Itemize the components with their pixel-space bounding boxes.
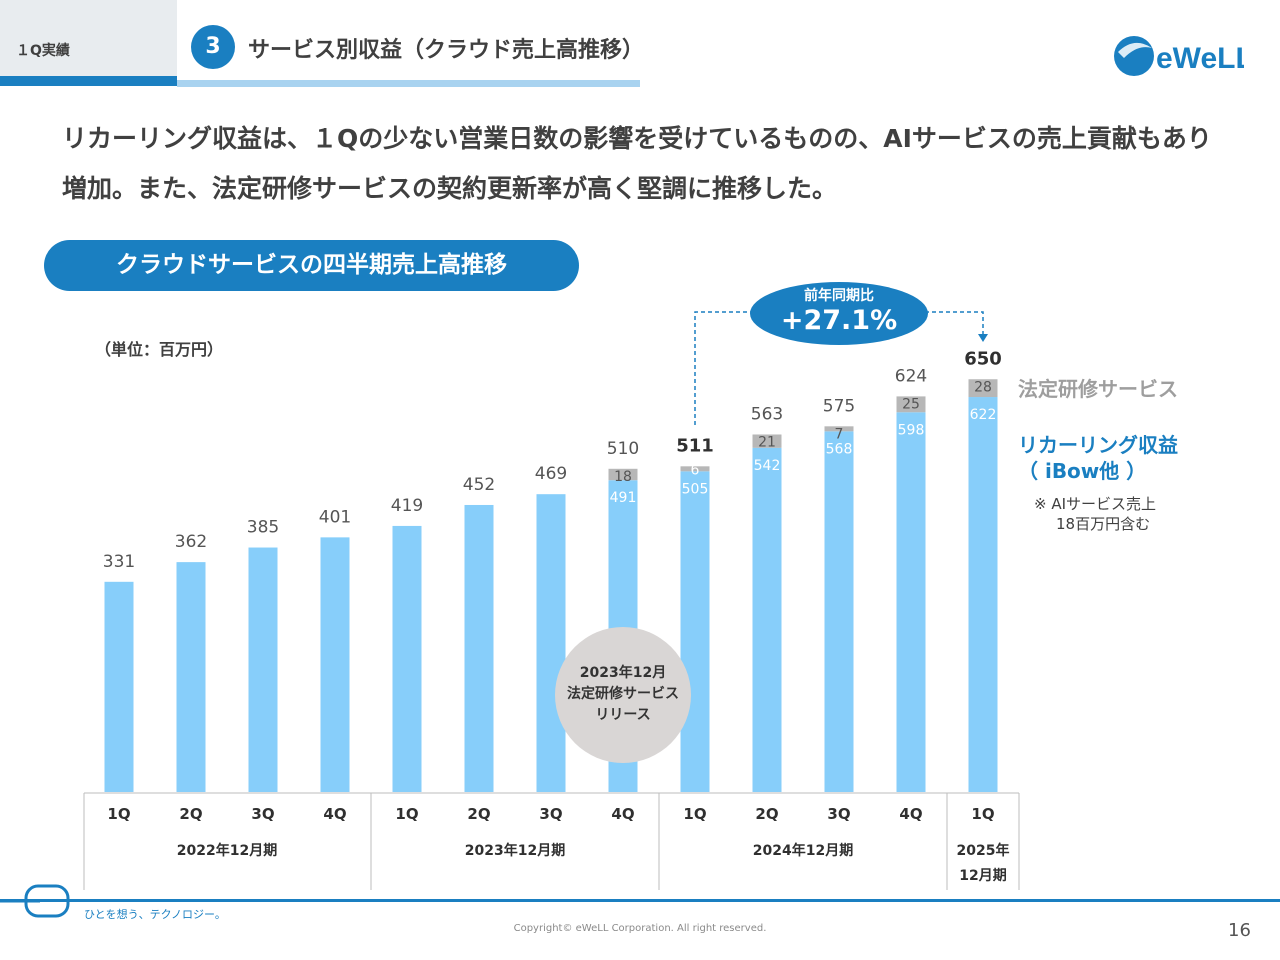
bar-recurring bbox=[392, 525, 422, 792]
fiscal-year-label: 12月期 bbox=[959, 868, 1006, 884]
segment-label-recurring: 598 bbox=[898, 422, 925, 438]
bar-legal-training bbox=[608, 468, 638, 481]
total-label: 469 bbox=[535, 464, 567, 484]
total-label: 452 bbox=[463, 475, 495, 495]
total-label: 331 bbox=[103, 552, 135, 572]
section-tab bbox=[0, 0, 177, 86]
legend-note: ※ AIサービス売上 18百万円含む bbox=[1034, 494, 1156, 534]
yoy-value: +27.1% bbox=[780, 305, 898, 336]
legend-note-line2: 18百万円含む bbox=[1056, 515, 1151, 533]
x-tick-label: 4Q bbox=[323, 805, 346, 823]
unit-label: （単位：百万円） bbox=[95, 340, 224, 359]
bar-recurring bbox=[248, 547, 278, 792]
segment-label-recurring: 542 bbox=[754, 458, 781, 474]
x-tick-label: 2Q bbox=[755, 805, 778, 823]
segment-label-recurring: 505 bbox=[682, 481, 709, 497]
yoy-arrowhead bbox=[978, 334, 988, 342]
legend-legal-training: 法定研修サービス bbox=[1018, 377, 1178, 401]
footer-tagline: ひとを想う、テクノロジー。 bbox=[84, 908, 226, 921]
footer-brand-icon bbox=[0, 884, 70, 918]
fiscal-year-label: 2025年 bbox=[957, 842, 1010, 859]
legend-recurring-line2: （ iBow他 ） bbox=[1018, 459, 1147, 483]
yoy-bubble: 前年同期比 +27.1% bbox=[750, 282, 928, 345]
total-label: 401 bbox=[319, 507, 351, 527]
total-label: 510 bbox=[607, 439, 639, 459]
legend-note-line1: ※ AIサービス売上 bbox=[1034, 495, 1157, 513]
bar-recurring bbox=[176, 562, 206, 792]
bar-legal-training bbox=[968, 379, 998, 398]
x-tick-label: 2Q bbox=[467, 805, 490, 823]
bar-legal-training bbox=[680, 466, 710, 472]
x-tick-label: 4Q bbox=[611, 805, 634, 823]
release-note-release: リリース bbox=[595, 707, 651, 723]
bar-recurring bbox=[968, 397, 998, 792]
release-note-service: 法定研修サービス bbox=[567, 686, 679, 702]
segment-label-legal: 28 bbox=[974, 379, 992, 395]
bar-recurring bbox=[752, 447, 782, 792]
ewell-logo: eWeLL bbox=[1114, 36, 1244, 76]
bar-recurring bbox=[104, 581, 134, 792]
section-number-badge: 3 bbox=[191, 25, 235, 69]
total-label: 385 bbox=[247, 518, 279, 538]
bar-recurring bbox=[680, 471, 710, 792]
x-tick-label: 1Q bbox=[683, 805, 706, 823]
x-tick-label: 3Q bbox=[251, 805, 274, 823]
x-tick-label: 1Q bbox=[395, 805, 418, 823]
bar-recurring bbox=[536, 494, 566, 792]
copyright: Copyright© eWeLL Corporation. All right … bbox=[513, 923, 767, 934]
header-accent-bar bbox=[0, 76, 177, 86]
release-note-circle: 2023年12月 法定研修サービス リリース bbox=[555, 627, 691, 763]
bar-recurring bbox=[320, 537, 350, 792]
yoy-connector bbox=[694, 311, 984, 425]
release-note-date: 2023年12月 bbox=[579, 665, 667, 681]
total-label: 650 bbox=[964, 348, 1002, 369]
x-tick-label: 3Q bbox=[539, 805, 562, 823]
bar-recurring bbox=[896, 412, 926, 792]
segment-label-legal: 6 bbox=[691, 462, 700, 478]
fiscal-year-label: 2023年12月期 bbox=[465, 842, 565, 859]
fiscal-year-label: 2024年12月期 bbox=[753, 842, 853, 859]
page-number: 16 bbox=[1228, 920, 1251, 941]
chart-title-pill: クラウドサービスの四半期売上高推移 bbox=[44, 240, 579, 291]
segment-label-recurring: 491 bbox=[610, 490, 637, 506]
segment-label-legal: 18 bbox=[614, 469, 632, 485]
segment-label-legal: 21 bbox=[758, 434, 776, 450]
logo-wordmark: eWeLL bbox=[1156, 42, 1244, 75]
headline: リカーリング収益は、１Qの少ない営業日数の影響を受けているものの、AIサービスの… bbox=[62, 124, 1212, 203]
x-tick-label: 4Q bbox=[899, 805, 922, 823]
bar-legal-training bbox=[824, 426, 854, 432]
bar-recurring bbox=[464, 504, 494, 792]
total-label: 624 bbox=[895, 366, 927, 386]
total-label: 511 bbox=[676, 435, 714, 456]
bar-legal-training bbox=[752, 434, 782, 448]
x-tick-label: 2Q bbox=[179, 805, 202, 823]
segment-label-recurring: 622 bbox=[970, 407, 997, 423]
total-label: 563 bbox=[751, 404, 783, 424]
footer-line bbox=[0, 899, 1280, 902]
x-tick-label: 1Q bbox=[971, 805, 994, 823]
segment-label-recurring: 568 bbox=[826, 441, 853, 457]
yoy-label: 前年同期比 bbox=[804, 288, 874, 304]
bar-legal-training bbox=[896, 396, 926, 413]
page-title: サービス別収益（クラウド売上高推移） bbox=[248, 38, 645, 63]
legend-recurring: リカーリング収益 （ iBow他 ） bbox=[1018, 432, 1178, 484]
x-tick-label: 1Q bbox=[107, 805, 130, 823]
total-label: 362 bbox=[175, 532, 207, 552]
header-underline-bar bbox=[177, 80, 640, 87]
x-tick-label: 3Q bbox=[827, 805, 850, 823]
total-label: 575 bbox=[823, 396, 855, 416]
bar-recurring bbox=[824, 431, 854, 792]
segment-label-legal: 25 bbox=[902, 396, 920, 412]
legend-recurring-line1: リカーリング収益 bbox=[1018, 433, 1178, 457]
segment-label-legal: 7 bbox=[835, 426, 844, 442]
fiscal-year-label: 2022年12月期 bbox=[177, 842, 277, 859]
section-label: １Q実績 bbox=[16, 43, 70, 59]
total-label: 419 bbox=[391, 496, 423, 516]
